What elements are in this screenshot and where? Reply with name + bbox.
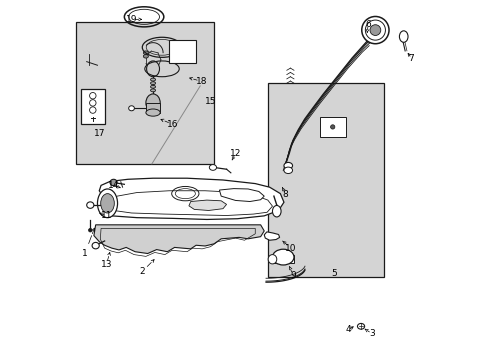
- Text: 1: 1: [82, 249, 88, 258]
- Text: 4: 4: [345, 325, 350, 334]
- Text: 13: 13: [101, 260, 112, 269]
- Ellipse shape: [272, 249, 293, 265]
- Bar: [319, 117, 345, 137]
- Ellipse shape: [150, 78, 155, 81]
- Text: 17: 17: [93, 129, 105, 138]
- Text: 14: 14: [108, 181, 119, 190]
- Ellipse shape: [267, 255, 276, 264]
- Text: 19: 19: [125, 15, 137, 24]
- Bar: [272, 255, 293, 263]
- Bar: [145, 103, 160, 113]
- Polygon shape: [94, 225, 264, 253]
- Ellipse shape: [272, 206, 281, 217]
- Bar: [267, 83, 384, 277]
- Text: 15: 15: [204, 96, 216, 105]
- Ellipse shape: [150, 85, 155, 88]
- Text: 11: 11: [101, 211, 112, 220]
- Text: 18: 18: [195, 77, 207, 86]
- Text: 2: 2: [139, 267, 145, 276]
- Polygon shape: [264, 232, 279, 240]
- Ellipse shape: [101, 194, 114, 213]
- Bar: [81, 89, 104, 125]
- Text: 8: 8: [282, 190, 288, 199]
- Ellipse shape: [145, 109, 160, 116]
- Ellipse shape: [86, 202, 94, 208]
- Polygon shape: [188, 200, 226, 211]
- Ellipse shape: [150, 89, 155, 92]
- Ellipse shape: [92, 242, 99, 249]
- Text: 3: 3: [368, 329, 374, 338]
- Ellipse shape: [143, 51, 148, 54]
- Ellipse shape: [146, 61, 159, 77]
- Ellipse shape: [88, 228, 92, 232]
- Ellipse shape: [361, 17, 388, 44]
- Text: 9: 9: [289, 270, 295, 279]
- Ellipse shape: [399, 31, 407, 42]
- Ellipse shape: [110, 179, 117, 186]
- Ellipse shape: [209, 165, 216, 170]
- Text: 10: 10: [285, 244, 296, 253]
- Ellipse shape: [357, 323, 364, 329]
- Polygon shape: [99, 178, 284, 220]
- Ellipse shape: [143, 54, 148, 58]
- Ellipse shape: [97, 189, 117, 218]
- Text: 16: 16: [167, 120, 178, 129]
- Ellipse shape: [330, 125, 334, 129]
- Ellipse shape: [284, 162, 292, 169]
- Bar: [76, 22, 214, 164]
- Ellipse shape: [150, 82, 155, 85]
- Ellipse shape: [369, 25, 380, 36]
- Bar: [169, 40, 196, 63]
- Text: 12: 12: [229, 149, 241, 158]
- Ellipse shape: [284, 167, 292, 174]
- Polygon shape: [219, 189, 264, 202]
- Ellipse shape: [365, 20, 385, 40]
- Text: 7: 7: [407, 54, 413, 63]
- Text: 6: 6: [365, 19, 370, 28]
- Ellipse shape: [128, 106, 134, 111]
- Text: 5: 5: [330, 269, 336, 278]
- Ellipse shape: [145, 94, 160, 112]
